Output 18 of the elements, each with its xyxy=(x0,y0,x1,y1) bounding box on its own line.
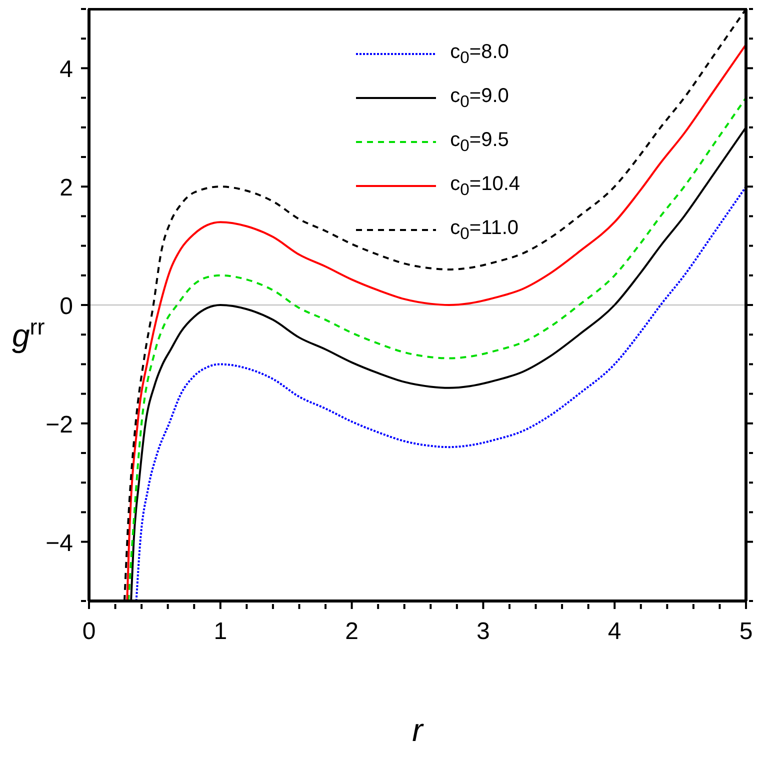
x-tick-label: 2 xyxy=(345,618,358,645)
legend-label: c$_{0}$=10.4 xyxy=(450,172,520,200)
y-tick-label: −2 xyxy=(46,411,73,438)
y-tick-label: 2 xyxy=(60,174,73,202)
x-tick-label: 4 xyxy=(608,618,622,645)
legend-label: c$_{0}$=8.0 xyxy=(450,40,509,68)
x-axis-title: r xyxy=(412,712,424,748)
y-tick-label: −4 xyxy=(46,530,73,557)
y-axis-title: g$^{rr}$ xyxy=(12,314,46,354)
y-tick-label: 4 xyxy=(60,56,73,84)
x-tick-label: 3 xyxy=(476,618,490,645)
legend-label: c$_{0}$=11.0 xyxy=(450,216,519,244)
x-tick-label: 1 xyxy=(214,618,228,645)
legend-label: c$_{0}$=9.0 xyxy=(450,84,509,112)
x-tick-label: 5 xyxy=(739,618,753,645)
y-tick-label: 0 xyxy=(60,293,73,320)
legend-label: c$_{0}$=9.5 xyxy=(450,128,509,156)
x-tick-label: 0 xyxy=(82,618,96,645)
